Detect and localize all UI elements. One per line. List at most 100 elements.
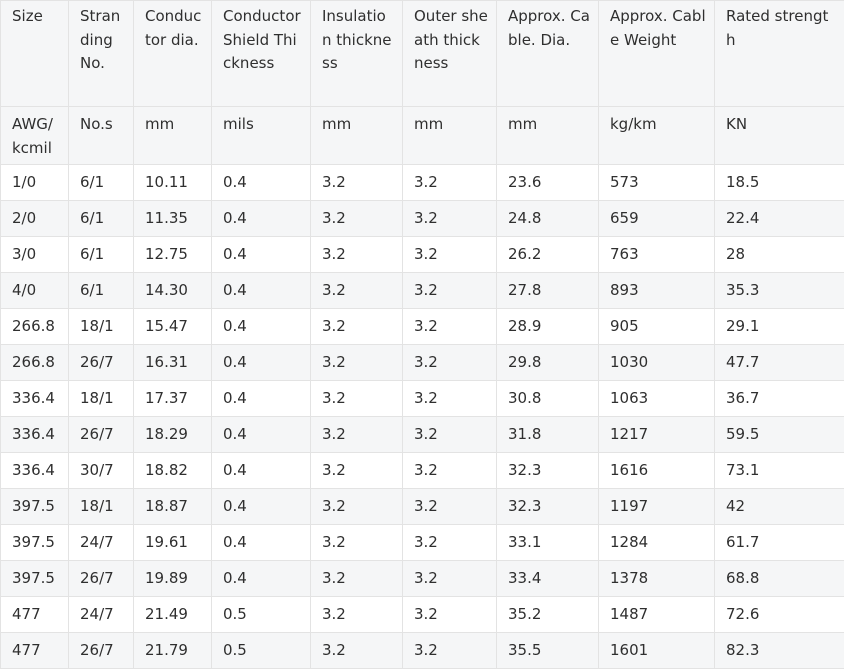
- unit-cell: mm: [403, 107, 497, 165]
- table-cell: 32.3: [497, 453, 599, 489]
- table-cell: 3.2: [403, 201, 497, 237]
- table-cell: 33.4: [497, 561, 599, 597]
- table-cell: 47.7: [715, 345, 844, 381]
- table-cell: 3.2: [311, 345, 403, 381]
- table-cell: 0.4: [212, 489, 311, 525]
- table-cell: 27.8: [497, 273, 599, 309]
- header-cell-rated-strength: Rated strength: [715, 1, 844, 107]
- table-cell: 266.8: [1, 345, 69, 381]
- table-cell: 61.7: [715, 525, 844, 561]
- header-cell-conductor-dia: Conductor dia.: [134, 1, 212, 107]
- table-cell: 72.6: [715, 597, 844, 633]
- table-cell: 3.2: [403, 417, 497, 453]
- table-cell: 336.4: [1, 381, 69, 417]
- table-cell: 1030: [599, 345, 715, 381]
- table-cell: 0.4: [212, 381, 311, 417]
- table-cell: 3.2: [403, 273, 497, 309]
- table-cell: 3.2: [403, 597, 497, 633]
- header-cell-insulation: Insulation thickness: [311, 1, 403, 107]
- unit-cell: mm: [497, 107, 599, 165]
- table-cell: 6/1: [69, 165, 134, 201]
- table-cell: 0.5: [212, 633, 311, 669]
- table-cell: 0.4: [212, 561, 311, 597]
- table-cell: 19.61: [134, 525, 212, 561]
- table-cell: 3.2: [403, 633, 497, 669]
- table-cell: 3.2: [311, 309, 403, 345]
- table-cell: 3.2: [403, 381, 497, 417]
- table-cell: 1197: [599, 489, 715, 525]
- table-cell: 24/7: [69, 525, 134, 561]
- table-cell: 3.2: [311, 237, 403, 273]
- header-cell-cable-dia: Approx. Cable. Dia.: [497, 1, 599, 107]
- table-cell: 1217: [599, 417, 715, 453]
- table-cell: 1063: [599, 381, 715, 417]
- table-cell: 1601: [599, 633, 715, 669]
- table-cell: 21.49: [134, 597, 212, 633]
- table-cell: 29.8: [497, 345, 599, 381]
- table-cell: 26/7: [69, 561, 134, 597]
- table-cell: 3.2: [311, 453, 403, 489]
- table-cell: 12.75: [134, 237, 212, 273]
- table-cell: 32.3: [497, 489, 599, 525]
- table-cell: 3.2: [311, 381, 403, 417]
- unit-cell: kg/km: [599, 107, 715, 165]
- table-cell: 59.5: [715, 417, 844, 453]
- table-cell: 3.2: [403, 525, 497, 561]
- table-cell: 14.30: [134, 273, 212, 309]
- unit-cell: No.s: [69, 107, 134, 165]
- table-cell: 3.2: [311, 201, 403, 237]
- table-cell: 763: [599, 237, 715, 273]
- table-cell: 3/0: [1, 237, 69, 273]
- table-cell: 336.4: [1, 417, 69, 453]
- table-cell: 0.4: [212, 345, 311, 381]
- table-cell: 1616: [599, 453, 715, 489]
- table-cell: 397.5: [1, 525, 69, 561]
- unit-cell: mils: [212, 107, 311, 165]
- table-cell: 42: [715, 489, 844, 525]
- table-cell: 18.29: [134, 417, 212, 453]
- table-cell: 11.35: [134, 201, 212, 237]
- table-cell: 18.87: [134, 489, 212, 525]
- table-cell: 26/7: [69, 633, 134, 669]
- table-cell: 26.2: [497, 237, 599, 273]
- table-cell: 1378: [599, 561, 715, 597]
- table-cell: 30.8: [497, 381, 599, 417]
- table-cell: 1/0: [1, 165, 69, 201]
- table-cell: 15.47: [134, 309, 212, 345]
- table-cell: 18.82: [134, 453, 212, 489]
- table-cell: 30/7: [69, 453, 134, 489]
- table-cell: 16.31: [134, 345, 212, 381]
- table-cell: 35.2: [497, 597, 599, 633]
- table-cell: 3.2: [403, 453, 497, 489]
- header-cell-stranding: Stranding No.: [69, 1, 134, 107]
- table-cell: 0.4: [212, 309, 311, 345]
- table-cell: 0.4: [212, 273, 311, 309]
- table-cell: 29.1: [715, 309, 844, 345]
- table-cell: 3.2: [311, 165, 403, 201]
- table-cell: 6/1: [69, 201, 134, 237]
- header-cell-size: Size: [1, 1, 69, 107]
- table-cell: 18/1: [69, 381, 134, 417]
- header-cell-conductor-shield: Conductor Shield Thickness: [212, 1, 311, 107]
- table-cell: 0.4: [212, 201, 311, 237]
- table-cell: 26/7: [69, 417, 134, 453]
- table-cell: 4/0: [1, 273, 69, 309]
- table-cell: 35.5: [497, 633, 599, 669]
- table-cell: 0.4: [212, 453, 311, 489]
- table-cell: 6/1: [69, 237, 134, 273]
- table-cell: 68.8: [715, 561, 844, 597]
- table-cell: 3.2: [403, 165, 497, 201]
- table-cell: 1487: [599, 597, 715, 633]
- table-cell: 18/1: [69, 309, 134, 345]
- table-cell: 0.4: [212, 417, 311, 453]
